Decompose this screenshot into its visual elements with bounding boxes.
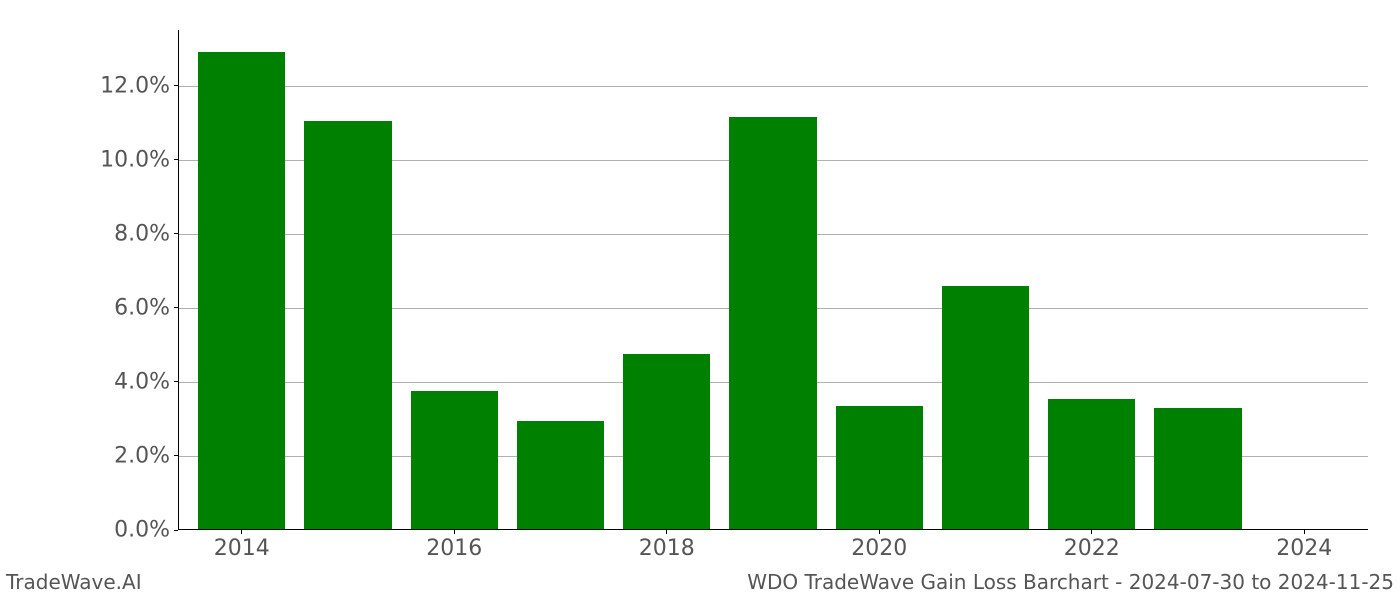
x-tick-mark: [879, 530, 880, 534]
x-tick-label: 2024: [1276, 536, 1332, 561]
y-tick-label: 12.0%: [100, 73, 170, 98]
footer-caption: WDO TradeWave Gain Loss Barchart - 2024-…: [747, 570, 1394, 594]
x-tick-mark: [241, 530, 242, 534]
x-tick-mark: [454, 530, 455, 534]
bar: [1048, 399, 1135, 530]
y-tick-label: 6.0%: [114, 295, 170, 320]
y-axis-spine: [178, 30, 179, 530]
y-tick-mark: [174, 307, 178, 308]
footer-brand: TradeWave.AI: [6, 570, 142, 594]
gridline: [178, 86, 1368, 87]
y-tick-mark: [174, 530, 178, 531]
y-tick-mark: [174, 233, 178, 234]
y-tick-mark: [174, 159, 178, 160]
x-tick-mark: [666, 530, 667, 534]
x-tick-label: 2018: [639, 536, 695, 561]
bar: [1154, 408, 1241, 530]
x-tick-mark: [1091, 530, 1092, 534]
x-axis-spine: [178, 529, 1368, 530]
bar: [198, 52, 285, 530]
chart-container: 0.0% 2.0% 4.0% 6.0% 8.0% 10.0% 12.0% 2014 2016 2…: [0, 0, 1400, 600]
y-tick-label: 8.0%: [114, 221, 170, 246]
bar: [623, 354, 710, 530]
y-tick-mark: [174, 85, 178, 86]
bar: [411, 391, 498, 530]
y-tick-mark: [174, 455, 178, 456]
bar: [942, 286, 1029, 530]
bar: [304, 121, 391, 530]
plot-area: [178, 30, 1368, 530]
bar: [836, 406, 923, 530]
x-tick-label: 2014: [214, 536, 270, 561]
x-tick-label: 2022: [1064, 536, 1120, 561]
y-tick-label: 4.0%: [114, 369, 170, 394]
y-tick-label: 10.0%: [100, 147, 170, 172]
bar: [729, 117, 816, 530]
x-tick-label: 2020: [851, 536, 907, 561]
bar: [517, 421, 604, 530]
y-tick-label: 2.0%: [114, 443, 170, 468]
y-tick-mark: [174, 381, 178, 382]
y-tick-label: 0.0%: [114, 518, 170, 543]
x-tick-mark: [1304, 530, 1305, 534]
x-tick-label: 2016: [426, 536, 482, 561]
